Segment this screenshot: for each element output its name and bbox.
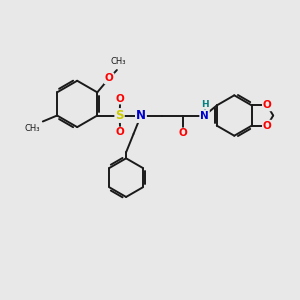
Text: O: O [179, 128, 188, 138]
Text: H: H [201, 100, 208, 109]
Text: O: O [105, 74, 113, 83]
Text: CH₃: CH₃ [110, 58, 126, 67]
Text: CH₃: CH₃ [24, 124, 40, 134]
Text: N: N [200, 110, 209, 121]
Text: N: N [136, 109, 146, 122]
Text: S: S [115, 109, 124, 122]
Text: O: O [263, 100, 272, 110]
Text: O: O [116, 128, 124, 137]
Text: O: O [116, 94, 124, 103]
Text: O: O [263, 121, 272, 130]
